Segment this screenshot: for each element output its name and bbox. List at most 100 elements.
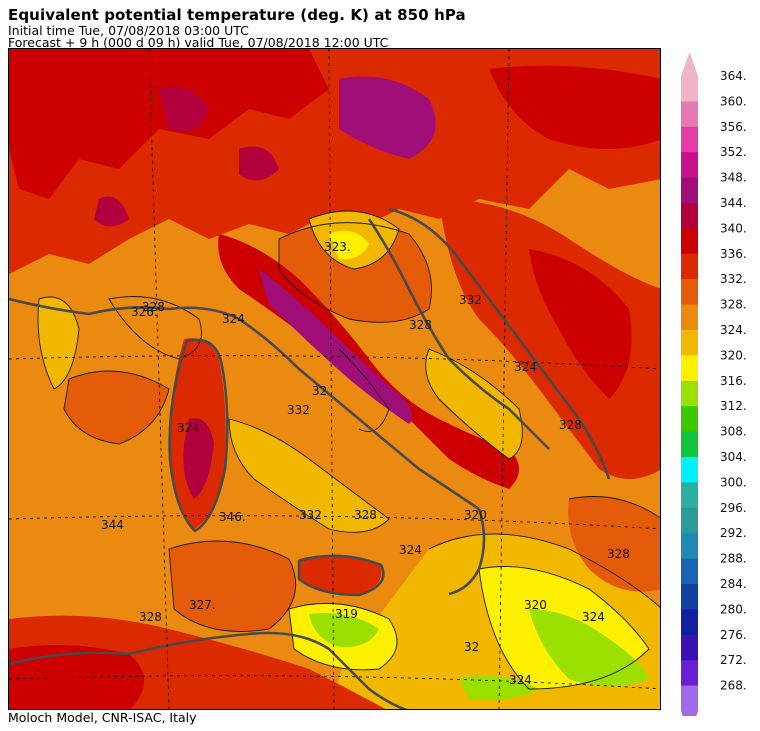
balkans-high — [439, 199, 660, 479]
coast-sicily — [297, 554, 385, 597]
contour-label: 346. — [219, 510, 246, 524]
colorbar-tick-label: 332. — [720, 272, 747, 286]
colorbar-swatch — [681, 101, 698, 128]
sicily — [299, 555, 382, 594]
contour-label: 319 — [335, 607, 358, 621]
colorbar-tick-label: 336. — [720, 247, 747, 261]
colorbar-tick-label: 292. — [720, 526, 747, 540]
colorbar-swatch — [681, 406, 698, 433]
greece-pool — [568, 496, 660, 592]
colorbar-tick-label: 280. — [720, 602, 747, 616]
west-yellow-strip — [38, 297, 79, 389]
contour-label: 344 — [101, 518, 124, 532]
contour-label: 320 — [524, 598, 547, 612]
alps-dark-spots — [94, 86, 279, 227]
colorbar-tick-label: 360. — [720, 94, 747, 108]
contour-label: 326. — [131, 305, 158, 319]
colorbar-swatch — [681, 253, 698, 280]
contour-label: 328 — [409, 318, 432, 332]
colorbar-swatch — [681, 584, 698, 610]
coast-adriatic-east — [388, 207, 611, 480]
coast-calabria — [448, 508, 486, 596]
colorbar-tick-label: 344. — [720, 196, 747, 210]
colorbar-tick-label: 328. — [720, 298, 747, 312]
colorbar-tick-label: 312. — [720, 399, 747, 413]
colorbar-tick-label: 272. — [720, 653, 747, 667]
contour-label: 324 — [399, 543, 422, 557]
contour-label: 332 — [287, 403, 310, 417]
colorbar-swatch — [681, 177, 698, 204]
balkans-core — [529, 249, 632, 399]
contour-label: 324 — [514, 360, 537, 374]
colorbar-tick-label: 320. — [720, 348, 747, 362]
north-magenta-core — [339, 76, 436, 159]
contour-label: 323. — [324, 240, 351, 254]
colorbar-top-arrow — [681, 52, 698, 76]
colorbar-swatch — [681, 482, 698, 509]
colorbar-swatch — [681, 330, 698, 356]
colorbar-tick-label: 284. — [720, 577, 747, 591]
colorbar-tick-label: 316. — [720, 374, 747, 388]
colorbar-tick-label: 276. — [720, 628, 747, 642]
po-valley-orange — [279, 222, 432, 323]
contour-label: 328 — [607, 547, 630, 561]
colorbar-swatch — [681, 126, 698, 153]
colorbar-swatch — [681, 152, 698, 179]
contour-label: 320 — [464, 508, 487, 522]
colorbar-swatch — [681, 304, 698, 331]
contour-label: 324 — [222, 312, 245, 326]
colorbar-swatch — [681, 203, 698, 229]
colorbar-tick-label: 296. — [720, 501, 747, 515]
northeast-red — [489, 65, 660, 149]
colorbar-swatch — [681, 431, 698, 458]
colorbar-tick-label: 308. — [720, 425, 747, 439]
contour-label: 328 — [142, 300, 165, 314]
colorbar-tick-label: 352. — [720, 145, 747, 159]
colorbar-tick-label: 324. — [720, 323, 747, 337]
tyrrhenian-orange-pool — [169, 541, 296, 632]
colorbar-bottom-arrow — [681, 711, 698, 731]
tyrrhenian-yellow — [229, 419, 389, 533]
adriatic-yellow-core — [329, 230, 369, 260]
colorbar-swatch — [681, 380, 698, 407]
contour-label: 324 — [582, 610, 605, 624]
sardinia-core — [183, 418, 214, 499]
colorbar-swatch — [681, 279, 698, 306]
colorbar-tick-label: 364. — [720, 69, 747, 83]
initial-time-label: Initial time Tue, 07/08/2018 03:00 UTC — [8, 23, 249, 38]
colorbar-swatch — [681, 660, 698, 687]
contour-label: 327. — [189, 598, 216, 612]
contour-label: 332 — [459, 293, 482, 307]
colorbar-swatch — [681, 533, 698, 560]
colorbar-swatch — [681, 507, 698, 534]
model-credit: Moloch Model, CNR-ISAC, Italy — [8, 710, 197, 725]
colorbar-tick-label: 356. — [720, 120, 747, 134]
adriatic-south-yellow — [425, 349, 523, 459]
colorbar-swatch — [681, 609, 698, 636]
colorbar-swatch — [681, 634, 698, 661]
colorbar-swatch — [681, 457, 698, 483]
sicily-strait-green — [309, 613, 379, 648]
colorbar-tick-label: 268. — [720, 679, 747, 693]
ionian-green — [529, 609, 649, 687]
contour-label: 328 — [354, 508, 377, 522]
contour-label: 328 — [559, 418, 582, 432]
colorbar-swatch — [681, 558, 698, 585]
color-scale-legend: 364. 360. 356. 352. 348. 344. 340. 336. 332. 328.… — [680, 46, 760, 731]
colorbar-swatch — [681, 228, 698, 255]
contour-label: 328 — [139, 610, 162, 624]
coast-france-italy — [9, 297, 480, 511]
west-med-dark-orange — [64, 371, 169, 444]
colorbar-swatch — [681, 355, 698, 382]
forecast-label: Forecast + 9 h (000 d 09 h) valid Tue, 0… — [8, 35, 389, 50]
colorbar-swatch — [681, 76, 698, 102]
contour-label: 332 — [299, 508, 322, 522]
italy-peninsula-core — [259, 269, 413, 424]
coast-adriatic-west — [367, 218, 550, 450]
colorbar-swatch — [681, 685, 698, 712]
colorbar-tick-label: 348. — [720, 171, 747, 185]
contour-label: 32 — [312, 384, 327, 398]
contour-label: 324 — [177, 421, 200, 435]
colorbar-tick-label: 304. — [720, 450, 747, 464]
north-africa-dark — [9, 645, 144, 709]
